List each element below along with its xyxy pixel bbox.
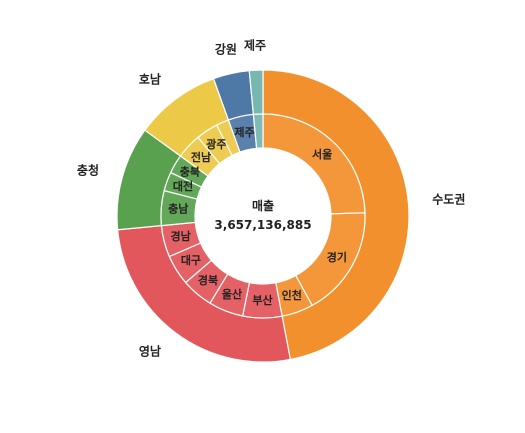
inner-label-부산-1-0: 부산 bbox=[252, 293, 272, 307]
inner-arc-segment-5-0[interactable] bbox=[252, 113, 264, 149]
outer-label-호남-3: 호남 bbox=[139, 72, 161, 87]
inner-label-제주-4-0: 제주 bbox=[234, 125, 254, 139]
inner-label-대구-1-3: 대구 bbox=[181, 253, 201, 267]
inner-label-서울-0-0: 서울 bbox=[312, 147, 332, 161]
outer-label-강원-4: 강원 bbox=[215, 43, 237, 57]
inner-label-경기-0-1: 경기 bbox=[327, 250, 347, 264]
inner-label-울산-1-1: 울산 bbox=[222, 287, 242, 301]
inner-label-광주-3-1: 광주 bbox=[206, 138, 226, 151]
inner-label-인천-0-2: 인천 bbox=[282, 288, 302, 302]
inner-label-경남-1-4: 경남 bbox=[171, 229, 191, 243]
inner-label-대전-2-1: 대전 bbox=[173, 179, 193, 193]
inner-label-충남-2-0: 충남 bbox=[168, 201, 188, 215]
center-value: 3,657,136,885 bbox=[214, 218, 311, 232]
inner-label-경북-1-2: 경북 bbox=[198, 273, 218, 287]
inner-label-충북-2-2: 충북 bbox=[180, 165, 200, 179]
outer-label-충청-2: 충청 bbox=[77, 163, 99, 178]
outer-label-제주-5: 제주 bbox=[244, 39, 266, 53]
center-title: 매출 bbox=[252, 198, 274, 213]
outer-label-영남-1: 영남 bbox=[139, 343, 161, 358]
outer-label-수도권-0: 수도권 bbox=[432, 193, 465, 207]
inner-label-전남-3-0: 전남 bbox=[191, 150, 211, 164]
